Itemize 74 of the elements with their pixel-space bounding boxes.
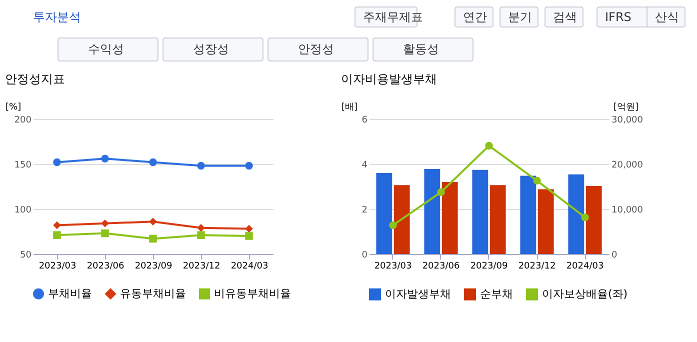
point [389, 221, 397, 230]
y-tick-label: 4 [362, 160, 368, 170]
text: 성장성 [193, 42, 229, 56]
point [101, 220, 109, 228]
bar [472, 170, 488, 254]
point [245, 224, 253, 233]
point [101, 154, 109, 162]
legend-label: 비유동부채비율 [214, 286, 291, 300]
point [149, 234, 157, 243]
text: IFRS [605, 10, 632, 24]
point [53, 158, 61, 166]
bar [520, 176, 536, 254]
point [149, 218, 157, 226]
x-tick-label: 2023/12 [182, 262, 220, 272]
chart-title: 안정성지표 [5, 72, 65, 86]
text: 연간 [463, 10, 487, 24]
point [197, 162, 205, 170]
point [101, 229, 109, 238]
bar [538, 189, 554, 254]
bar [376, 173, 392, 254]
y2-tick-label: 0 [612, 250, 618, 260]
point [581, 213, 589, 222]
x-tick-label: 2024/03 [230, 262, 268, 272]
x-tick-label: 2023/09 [134, 262, 172, 272]
text: 주재무제표 [363, 10, 423, 24]
text: 분기 [508, 10, 532, 24]
text: 투자분석 [33, 10, 81, 24]
y-tick-label: 150 [14, 160, 32, 170]
x-tick-label: 2023/03 [38, 262, 76, 272]
y2-tick-label: 10,000 [612, 206, 644, 216]
point [197, 224, 205, 232]
x-tick-label: 2023/06 [86, 262, 124, 272]
legend-label: 유동부채비율 [120, 286, 186, 300]
y-axis-title: [%] [6, 102, 22, 112]
text: 안정성 [298, 42, 334, 56]
text: 산식 [655, 10, 679, 24]
point [53, 221, 61, 230]
x-tick-label: 2023/12 [518, 262, 556, 272]
point [245, 232, 253, 240]
x-tick-label: 2023/06 [422, 262, 460, 272]
point [533, 176, 541, 185]
point [149, 158, 157, 166]
legend-label: 순부채 [480, 287, 513, 300]
y2-axis-title: [억원] [614, 102, 639, 112]
point [197, 231, 205, 239]
bar [442, 182, 458, 254]
bar [568, 174, 584, 254]
point [485, 142, 493, 150]
y2-tick-label: 30,000 [612, 116, 644, 126]
text: 검색 [553, 10, 577, 24]
x-tick-label: 2023/03 [374, 262, 412, 272]
bar [394, 185, 410, 254]
bar [586, 186, 602, 254]
point [437, 188, 445, 196]
y2-tick-label: 20,000 [612, 160, 644, 170]
y-tick-label: 2 [362, 206, 368, 216]
y-tick-label: 100 [14, 206, 32, 216]
y-tick-label: 50 [20, 250, 32, 260]
point [245, 162, 253, 170]
legend-label: 이자보상배율(좌) [542, 287, 628, 300]
y-tick-label: 0 [362, 250, 368, 260]
bar [490, 185, 506, 254]
y-tick-label: 200 [14, 116, 32, 126]
y-tick-label: 6 [362, 116, 368, 126]
x-tick-label: 2024/03 [566, 262, 604, 272]
text: 활동성 [403, 42, 439, 56]
y-axis-title: [배] [342, 102, 358, 112]
legend-label: 부채비율 [48, 286, 92, 300]
point [53, 231, 61, 239]
chart-title: 이자비용발생부채 [341, 72, 437, 86]
legend-label: 이자발생부채 [385, 287, 451, 300]
x-tick-label: 2023/09 [470, 262, 508, 272]
bar [424, 168, 440, 254]
text: 수익성 [88, 42, 124, 56]
